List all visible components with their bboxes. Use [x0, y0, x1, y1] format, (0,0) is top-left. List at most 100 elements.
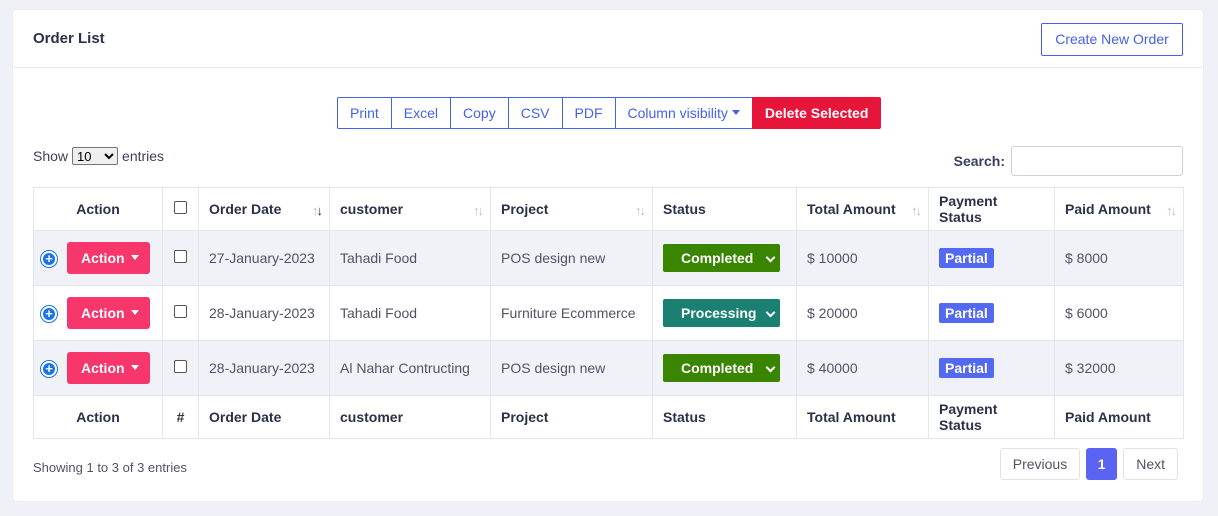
caret-down-icon [731, 110, 740, 115]
chevron-down-icon [765, 362, 776, 373]
action-cell: + Action [33, 285, 163, 341]
entries-length: Show 10 entries [33, 147, 164, 165]
payment-status-cell: Partial [928, 340, 1055, 396]
header-status: Status [652, 187, 797, 231]
export-button-group: Print Excel Copy CSV PDF Column visibili… [337, 97, 882, 129]
header-action: Action [33, 187, 163, 231]
search-label: Search: [953, 153, 1005, 169]
previous-page-button[interactable]: Previous [999, 448, 1081, 480]
header-paid-label: Paid Amount [1065, 201, 1151, 217]
footer-paid-amount: Paid Amount [1054, 395, 1184, 439]
select-cell [162, 285, 199, 341]
payment-status-badge: Partial [939, 358, 994, 378]
header-customer-label: customer [340, 201, 404, 217]
chevron-down-icon [765, 307, 776, 318]
select-cell [162, 230, 199, 286]
payment-status-badge: Partial [939, 303, 994, 323]
row-checkbox[interactable] [174, 360, 187, 373]
csv-button[interactable]: CSV [507, 97, 563, 129]
select-all-checkbox[interactable] [174, 201, 187, 214]
order-date-cell: 27-January-2023 [198, 230, 330, 286]
show-label: Show [33, 148, 69, 164]
customer-cell: Al Nahar Contructing [329, 340, 491, 396]
status-cell: Processing [652, 285, 797, 341]
search-box: Search: [954, 146, 1183, 176]
create-new-order-button[interactable]: Create New Order [1041, 23, 1183, 56]
chevron-down-icon [765, 252, 776, 263]
caret-down-icon [130, 255, 139, 260]
footer-order-date: Order Date [198, 395, 330, 439]
header-total-amount[interactable]: Total Amount ↑↓ [796, 187, 929, 231]
row-action-button[interactable]: Action [67, 297, 150, 329]
total-amount-cell: $ 40000 [796, 340, 929, 396]
select-cell [162, 340, 199, 396]
order-date-cell: 28-January-2023 [198, 285, 330, 341]
customer-cell: Tahadi Food [329, 285, 491, 341]
header-customer[interactable]: customer ↑↓ [329, 187, 491, 231]
row-checkbox[interactable] [174, 305, 187, 318]
project-cell: POS design new [490, 340, 653, 396]
status-select[interactable]: Processing [663, 299, 780, 327]
project-cell: Furniture Ecommerce [490, 285, 653, 341]
paid-amount-cell: $ 8000 [1054, 230, 1184, 286]
payment-status-badge: Partial [939, 248, 994, 268]
header-paid-amount[interactable]: Paid Amount ↑↓ [1054, 187, 1184, 231]
table-footer-row: Action # Order Date customer Project Sta… [33, 395, 1184, 439]
header-order-date[interactable]: Order Date ↑↓ [198, 187, 330, 231]
status-value: Completed [681, 250, 754, 266]
footer-hash: # [162, 395, 199, 439]
payment-status-cell: Partial [928, 230, 1055, 286]
status-cell: Completed [652, 340, 797, 396]
footer-customer: customer [329, 395, 491, 439]
column-visibility-label: Column visibility [627, 105, 728, 121]
pdf-button[interactable]: PDF [561, 97, 616, 129]
header-payment-status: Payment Status [928, 187, 1055, 231]
table-header-row: Action Order Date ↑↓ customer ↑↓ Project ↑↓… [33, 187, 1184, 231]
order-list-card: Order List Create New Order Print Excel … [13, 10, 1203, 501]
sort-icon: ↑↓ [473, 203, 484, 218]
table-row: + Action 27-January-2023 Tahadi Food POS … [33, 230, 1184, 286]
copy-button[interactable]: Copy [450, 97, 509, 129]
next-page-button[interactable]: Next [1123, 448, 1178, 480]
sort-icon: ↑↓ [635, 203, 646, 218]
footer-total-amount: Total Amount [796, 395, 929, 439]
page-1-button[interactable]: 1 [1086, 448, 1118, 480]
status-select[interactable]: Completed [663, 244, 780, 272]
header-select-all [162, 187, 199, 231]
delete-selected-button[interactable]: Delete Selected [751, 97, 882, 129]
footer-action: Action [33, 395, 163, 439]
page-title: Order List [33, 30, 105, 47]
excel-button[interactable]: Excel [390, 97, 452, 129]
footer-project: Project [490, 395, 653, 439]
row-action-label: Action [81, 305, 125, 321]
orders-table: Action Order Date ↑↓ customer ↑↓ Project ↑↓… [33, 187, 1184, 439]
status-cell: Completed [652, 230, 797, 286]
column-visibility-button[interactable]: Column visibility [614, 97, 753, 129]
status-value: Completed [681, 360, 754, 376]
expand-row-icon[interactable]: + [41, 306, 57, 322]
total-amount-cell: $ 20000 [796, 285, 929, 341]
payment-status-cell: Partial [928, 285, 1055, 341]
footer-status: Status [652, 395, 797, 439]
caret-down-icon [130, 310, 139, 315]
row-checkbox[interactable] [174, 250, 187, 263]
print-button[interactable]: Print [337, 97, 392, 129]
row-action-label: Action [81, 360, 125, 376]
table-row: + Action 28-January-2023 Tahadi Food Furn… [33, 285, 1184, 341]
paid-amount-cell: $ 32000 [1054, 340, 1184, 396]
entries-label: entries [122, 148, 165, 164]
row-action-button[interactable]: Action [67, 352, 150, 384]
entries-select[interactable]: 10 [72, 147, 119, 165]
expand-row-icon[interactable]: + [41, 251, 57, 267]
order-date-cell: 28-January-2023 [198, 340, 330, 396]
status-select[interactable]: Completed [663, 354, 780, 382]
header-project[interactable]: Project ↑↓ [490, 187, 653, 231]
search-input[interactable] [1011, 146, 1183, 176]
row-action-button[interactable]: Action [67, 242, 150, 274]
project-cell: POS design new [490, 230, 653, 286]
sort-desc-icon: ↑↓ [312, 203, 323, 218]
paid-amount-cell: $ 6000 [1054, 285, 1184, 341]
table-info: Showing 1 to 3 of 3 entries [33, 460, 187, 475]
expand-row-icon[interactable]: + [41, 361, 57, 377]
customer-cell: Tahadi Food [329, 230, 491, 286]
